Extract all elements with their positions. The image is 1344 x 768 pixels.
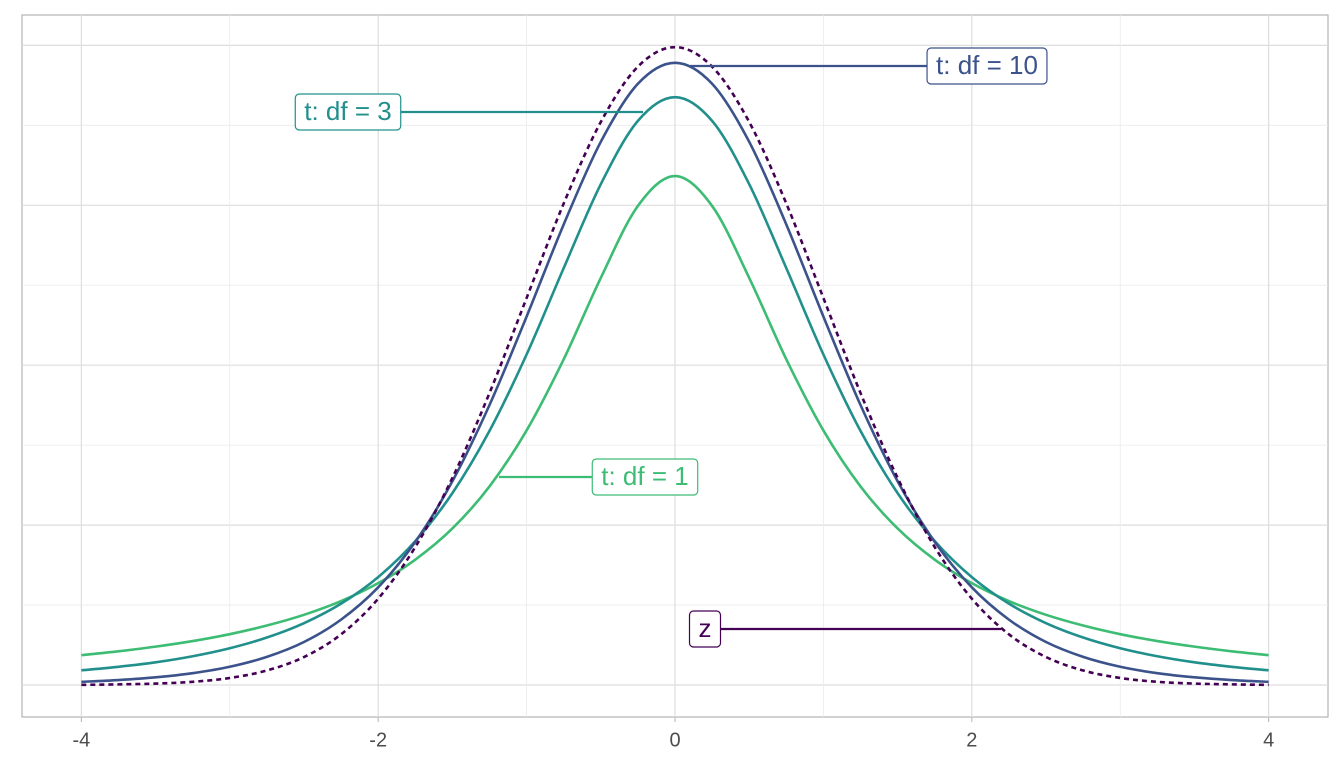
- density-line: [81, 95, 1269, 672]
- x-tick-label: 0: [669, 729, 680, 751]
- series-label: t: df = 3: [304, 96, 391, 126]
- density-line: [81, 61, 1269, 684]
- x-tick-label: 4: [1263, 729, 1274, 751]
- x-tick-label: -2: [369, 729, 387, 751]
- density-line: [81, 45, 1269, 687]
- x-tick-label: -4: [72, 729, 90, 751]
- x-tick-label: 2: [966, 729, 977, 751]
- series-label: t: df = 1: [601, 461, 688, 491]
- series-label: z: [699, 613, 712, 643]
- density-line: [81, 174, 1269, 657]
- series-label: t: df = 10: [936, 50, 1038, 80]
